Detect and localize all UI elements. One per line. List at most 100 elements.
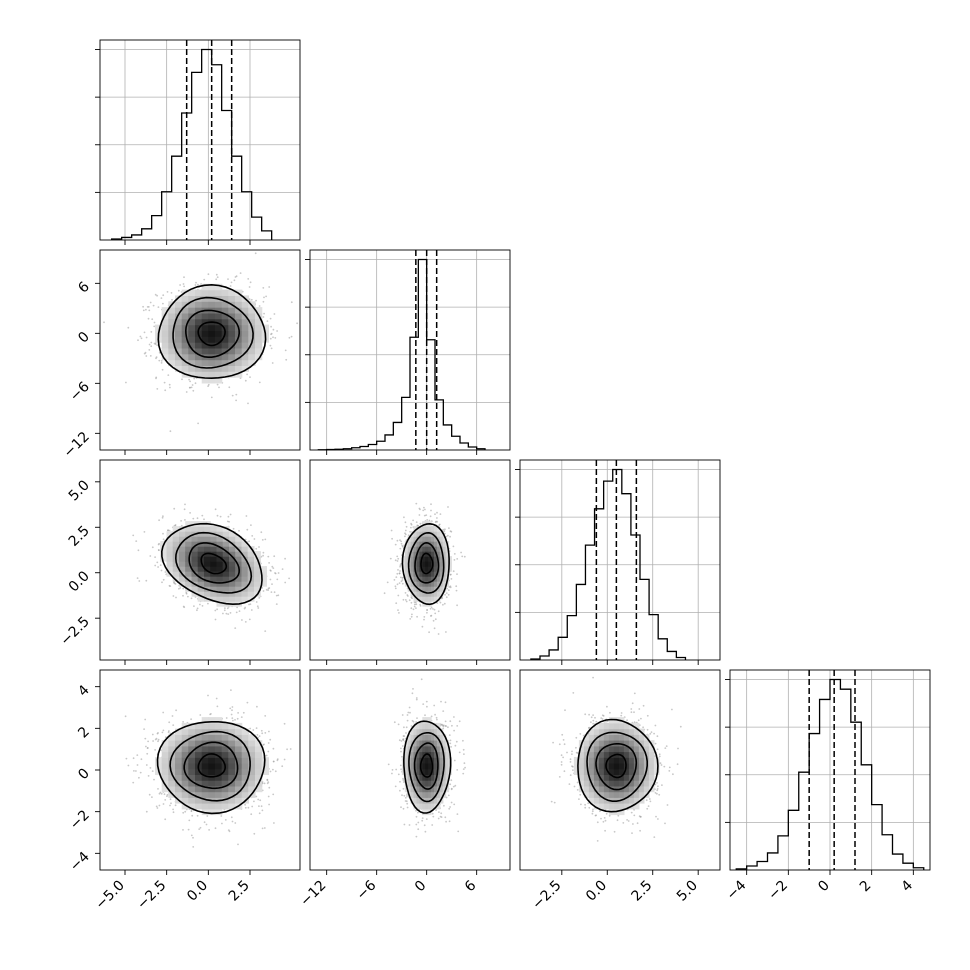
- scatter-point: [156, 344, 158, 346]
- density-cell: [208, 348, 215, 354]
- scatter-point: [420, 605, 422, 607]
- scatter-point: [277, 594, 279, 596]
- scatter-point: [434, 513, 436, 515]
- scatter-point: [262, 539, 264, 541]
- scatter-point: [410, 527, 412, 529]
- scatter-point: [135, 540, 137, 542]
- scatter-point: [402, 583, 404, 585]
- scatter-point: [446, 592, 448, 594]
- density-cell: [162, 336, 169, 342]
- scatter-point: [184, 508, 186, 510]
- scatter-point: [416, 616, 418, 618]
- density-cell: [188, 307, 195, 313]
- scatter-point: [400, 564, 402, 566]
- scatter-point: [144, 332, 146, 334]
- scatter-point: [215, 278, 217, 280]
- scatter-point: [171, 292, 173, 294]
- scatter-point: [228, 386, 230, 388]
- scatter-point: [138, 580, 140, 582]
- scatter-point: [220, 516, 222, 518]
- density-cell: [215, 330, 222, 336]
- scatter-point: [189, 512, 191, 514]
- density-cell: [222, 342, 229, 348]
- density-cell: [242, 325, 249, 331]
- scatter-point: [425, 514, 427, 516]
- density-cell: [162, 342, 169, 348]
- scatter-point: [144, 531, 146, 533]
- scatter-point: [391, 530, 393, 532]
- scatter-point: [230, 514, 232, 516]
- scatter-point: [132, 535, 134, 537]
- scatter-point: [141, 337, 143, 339]
- density-cell: [168, 354, 175, 360]
- scatter-point: [291, 301, 293, 303]
- scatter-point: [396, 573, 398, 575]
- density-cell: [192, 526, 199, 532]
- density-cell: [215, 348, 222, 354]
- scatter-point: [169, 387, 171, 389]
- scatter-point: [208, 273, 210, 275]
- scatter-point: [150, 302, 152, 304]
- density-cell: [255, 342, 262, 348]
- scatter-point: [448, 589, 450, 591]
- scatter-point: [273, 329, 275, 331]
- scatter-point: [248, 604, 250, 606]
- scatter-point: [398, 612, 400, 614]
- density-cell: [175, 325, 182, 331]
- scatter-point: [453, 546, 455, 548]
- scatter-point: [142, 306, 144, 308]
- scatter-point: [233, 528, 235, 530]
- scatter-point: [171, 299, 173, 301]
- scatter-point: [461, 556, 463, 558]
- density-cell: [248, 586, 255, 592]
- scatter-point: [160, 564, 162, 566]
- scatter-point: [419, 523, 421, 525]
- scatter-point: [197, 517, 199, 519]
- density-cell: [210, 556, 217, 562]
- density-cell: [215, 313, 222, 319]
- scatter-point: [270, 318, 272, 320]
- scatter-point: [158, 543, 160, 545]
- scatter-point: [162, 369, 164, 371]
- scatter-point: [446, 596, 448, 598]
- scatter-point: [203, 518, 205, 520]
- density-cell: [179, 551, 186, 557]
- density-cell: [222, 290, 229, 296]
- scatter-point: [230, 285, 232, 287]
- density-cell: [192, 536, 199, 542]
- scatter-point: [259, 382, 261, 384]
- scatter-point: [195, 284, 197, 286]
- scatter-point: [244, 608, 246, 610]
- scatter-point: [188, 379, 190, 381]
- density-cell: [175, 330, 182, 336]
- scatter-point: [187, 596, 189, 598]
- density-cell: [204, 561, 211, 567]
- scatter-point: [438, 610, 440, 612]
- scatter-point: [406, 526, 408, 528]
- scatter-point: [202, 605, 204, 607]
- scatter-point: [444, 594, 446, 596]
- density-cell: [182, 295, 189, 301]
- density-cell: [188, 330, 195, 336]
- scatter-point: [285, 350, 287, 352]
- hist-panel-1: [305, 250, 510, 450]
- density-cell: [431, 526, 435, 532]
- density-cell: [255, 330, 262, 336]
- scatter-point: [162, 515, 164, 517]
- scatter-point: [263, 552, 265, 554]
- density-cell: [242, 336, 249, 342]
- scatter-point: [395, 602, 397, 604]
- density-cell: [222, 354, 229, 360]
- scatter-point: [273, 822, 275, 824]
- scatter-point: [162, 533, 164, 535]
- scatter-point: [178, 290, 180, 292]
- scatter-point: [227, 607, 229, 609]
- scatter-point: [217, 515, 219, 517]
- scatter-point: [438, 633, 440, 635]
- density-cell: [431, 596, 435, 602]
- density-cell: [167, 561, 174, 567]
- scatter-point: [435, 521, 437, 523]
- scatter-point: [405, 530, 407, 532]
- density-cell: [167, 551, 174, 557]
- scatter-point: [167, 374, 169, 376]
